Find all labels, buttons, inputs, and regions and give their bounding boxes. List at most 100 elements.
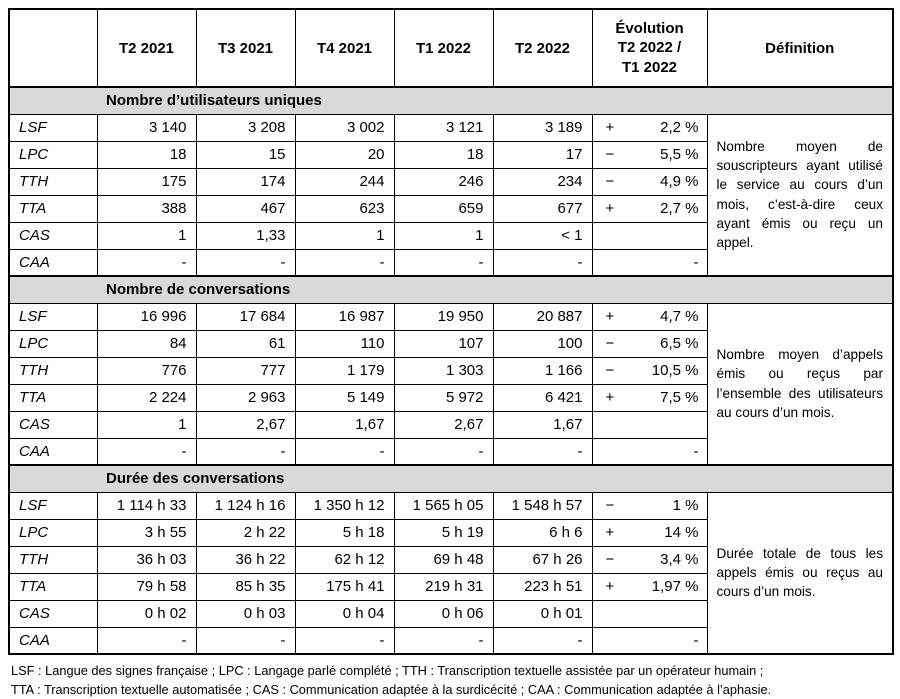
evolution-header-line: T2 2022 / (617, 39, 682, 57)
value-cell: 1 (393, 221, 494, 250)
value-cell: - (96, 248, 197, 277)
footnote-line: LSF : Langue des signes française ; LPC … (11, 663, 764, 678)
value-cell: 0 h 02 (96, 599, 197, 628)
evolution-value: 7,5 % (660, 389, 699, 406)
table-row: CAA - - - - - - (8, 626, 893, 655)
value-cell: 246 (393, 167, 494, 196)
section-header-duration: Durée des conversations (8, 464, 894, 493)
value-cell: 85 h 35 (195, 572, 296, 601)
value-cell: 3 121 (393, 113, 494, 142)
value-cell: 1 114 h 33 (96, 491, 197, 520)
evolution-cell: +14 % (591, 518, 708, 547)
value-cell: 1,67 (294, 410, 395, 439)
value-cell: 244 (294, 167, 395, 196)
evolution-cell (591, 221, 708, 250)
row-label: CAS (8, 599, 98, 628)
evolution-cell (591, 599, 708, 628)
row-label: LPC (8, 329, 98, 358)
value-cell: - (195, 437, 296, 466)
value-cell: 107 (393, 329, 494, 358)
table-row: LPC 18 15 20 18 17 − 5,5 % (8, 140, 893, 169)
section-title: Nombre d’utilisateurs uniques (8, 86, 894, 115)
value-cell: 1 (294, 221, 395, 250)
evolution-value: - (693, 253, 699, 271)
evolution-value: 5,5 % (660, 146, 699, 163)
evolution-cell: - (591, 437, 708, 466)
evolution-cell: - (591, 626, 708, 655)
evolution-sign: + (605, 578, 615, 595)
evolution-header-line: Évolution (615, 19, 684, 37)
value-cell: 3 002 (294, 113, 395, 142)
value-cell: 1 565 h 05 (393, 491, 494, 520)
evolution-cell: +2,2 % (591, 113, 708, 142)
row-label: CAA (8, 437, 98, 466)
value-cell: 219 h 31 (393, 572, 494, 601)
value-cell: 17 (492, 140, 593, 169)
value-cell: 0 h 04 (294, 599, 395, 628)
value-cell: < 1 (492, 221, 593, 250)
value-cell: - (195, 626, 296, 655)
evolution-sign: − (605, 362, 615, 379)
table-row: LSF 16 996 17 684 16 987 19 950 20 887 +… (8, 302, 894, 466)
row-label: CAA (8, 626, 98, 655)
value-cell: 1 166 (492, 356, 593, 385)
evolution-cell: +4,7 % (591, 302, 708, 331)
value-cell: 1 179 (294, 356, 395, 385)
value-cell: 1 124 h 16 (195, 491, 296, 520)
column-header-t4-2021: T4 2021 (294, 8, 395, 88)
evolution-value: 14 % (664, 524, 699, 541)
table-row: CAS 1 2,67 1,67 2,67 1,67 (8, 410, 893, 439)
value-cell: 2 963 (195, 383, 296, 412)
value-cell: 1,67 (492, 410, 593, 439)
value-cell: 16 996 (96, 302, 197, 331)
value-cell: 67 h 26 (492, 545, 593, 574)
value-cell: 3 h 55 (96, 518, 197, 547)
definition-cell: Nombre moyen d’appels émis ou reçus par … (706, 302, 894, 466)
row-label: LPC (8, 518, 98, 547)
column-header-evolution: Évolution T2 2022 / T1 2022 (591, 8, 708, 88)
row-label: LSF (8, 113, 98, 142)
evolution-sign: − (605, 335, 615, 352)
value-cell: 5 h 19 (393, 518, 494, 547)
value-cell: 3 189 (492, 113, 593, 142)
evolution-cell: +1,97 % (591, 572, 708, 601)
evolution-header-line: T1 2022 (621, 58, 678, 76)
value-cell: - (492, 437, 593, 466)
definition-cell: Durée totale de tous les appels émis ou … (706, 491, 894, 655)
statistics-table: T2 2021 T3 2021 T4 2021 T1 2022 T2 2022 … (8, 8, 894, 655)
evolution-value: - (693, 442, 699, 460)
evolution-value: 10,5 % (651, 362, 699, 379)
section-header-conversations: Nombre de conversations (8, 275, 894, 304)
value-cell: 100 (492, 329, 593, 358)
footnote-line: TTA : Transcription textuelle automatisé… (11, 682, 772, 698)
section-title: Nombre de conversations (8, 275, 894, 304)
value-cell: 777 (195, 356, 296, 385)
table-row: CAA - - - - - - (8, 248, 893, 277)
table-row: LPC 84 61 110 107 100 − 6,5 % (8, 329, 893, 358)
evolution-value: 6,5 % (660, 335, 699, 352)
value-cell: - (195, 248, 296, 277)
table-row: CAA - - - - - - (8, 437, 893, 466)
table-row: TTH 175 174 244 246 234 − 4,9 % (8, 167, 893, 196)
column-header-t1-2022: T1 2022 (393, 8, 494, 88)
table-row: LPC 3 h 55 2 h 22 5 h 18 5 h 19 6 h 6 +1… (8, 518, 893, 547)
value-cell: - (294, 437, 395, 466)
row-label: TTA (8, 383, 98, 412)
value-cell: 1 548 h 57 (492, 491, 593, 520)
section-title: Durée des conversations (8, 464, 894, 493)
value-cell: 2,67 (393, 410, 494, 439)
value-cell: 2,67 (195, 410, 296, 439)
value-cell: 69 h 48 (393, 545, 494, 574)
corner-cell (8, 8, 98, 88)
value-cell: 1 303 (393, 356, 494, 385)
value-cell: 0 h 01 (492, 599, 593, 628)
column-header-t2-2021: T2 2021 (96, 8, 197, 88)
value-cell: - (393, 626, 494, 655)
row-label: TTH (8, 167, 98, 196)
value-cell: 174 (195, 167, 296, 196)
value-cell: 776 (96, 356, 197, 385)
evolution-sign: + (605, 308, 615, 325)
value-cell: 234 (492, 167, 593, 196)
value-cell: 1 (96, 410, 197, 439)
definition-cell: Nombre moyen de souscripteurs ayant util… (706, 113, 894, 277)
